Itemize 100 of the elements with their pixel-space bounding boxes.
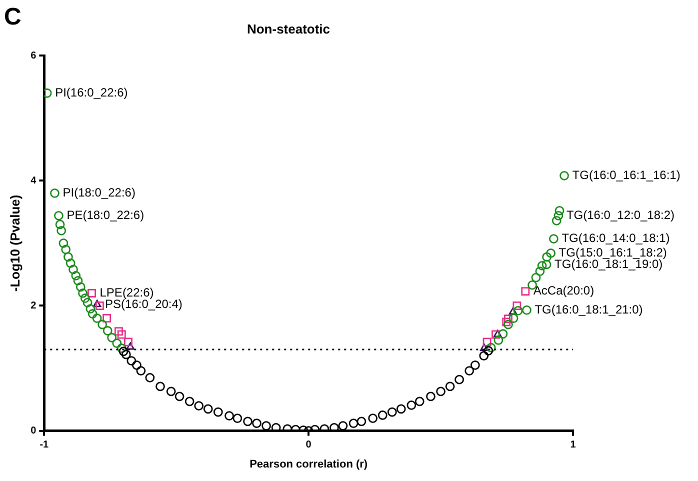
- point: [107, 332, 117, 342]
- point: [522, 305, 532, 315]
- point: [145, 372, 155, 382]
- point: [542, 252, 552, 262]
- point: [114, 327, 123, 336]
- point: [480, 344, 488, 351]
- point: [508, 307, 518, 315]
- point: [102, 314, 112, 322]
- point: [102, 326, 112, 336]
- y-tick-label: 6: [30, 50, 37, 62]
- point: [348, 418, 358, 428]
- point: [50, 188, 60, 198]
- point: [66, 258, 76, 268]
- point: [484, 346, 494, 356]
- point: [92, 314, 102, 323]
- point: [537, 261, 547, 270]
- point: [546, 248, 556, 258]
- point: [98, 320, 108, 330]
- point: [78, 288, 88, 298]
- point: [117, 330, 126, 339]
- point: [508, 314, 518, 323]
- point: [368, 414, 378, 423]
- annotation: PI(16:0_22:6): [55, 85, 128, 100]
- point: [132, 360, 142, 370]
- point: [203, 404, 213, 414]
- point: [58, 238, 68, 248]
- point: [454, 374, 464, 384]
- point: [502, 318, 511, 326]
- point: [88, 288, 96, 298]
- point: [136, 366, 146, 376]
- point: [121, 350, 131, 360]
- point: [232, 414, 242, 423]
- annotation: TG(16:0_16:1_16:1): [572, 168, 680, 182]
- point: [95, 302, 104, 310]
- point: [68, 264, 78, 274]
- point: [320, 424, 330, 431]
- point: [513, 306, 523, 316]
- point: [64, 252, 73, 262]
- point: [554, 210, 564, 220]
- point: [174, 392, 184, 402]
- point: [61, 244, 71, 254]
- annotation: TG(16:0_14:0_18:1): [562, 231, 670, 246]
- point: [406, 400, 416, 410]
- y-tick-label: 4: [30, 175, 37, 186]
- point: [445, 382, 455, 392]
- point: [387, 407, 397, 417]
- point: [338, 421, 348, 430]
- annotation: AcCa(20:0): [533, 284, 594, 298]
- point: [521, 287, 530, 296]
- y-tick-label: 0: [30, 426, 37, 437]
- annotation: PI(18:0_22:6): [62, 185, 136, 200]
- point: [498, 329, 508, 339]
- point: [535, 266, 545, 276]
- point: [194, 401, 204, 410]
- point: [512, 302, 522, 310]
- y-axis-title: -Log10 (Pvalue): [7, 194, 22, 292]
- point: [88, 309, 98, 319]
- point: [118, 346, 128, 356]
- point: [112, 338, 122, 348]
- point: [213, 407, 223, 417]
- x-axis-title: Pearson correlation (r): [250, 458, 368, 470]
- point: [464, 366, 474, 376]
- chart-title: Non-steatotic: [246, 21, 330, 36]
- point: [166, 386, 176, 396]
- x-tick-label: 1: [570, 440, 576, 451]
- point: [552, 216, 562, 226]
- annotation: TG(15:0_16:1_18:2): [558, 246, 667, 260]
- x-tick-label: -1: [40, 440, 50, 451]
- point: [271, 422, 281, 431]
- point: [224, 411, 234, 420]
- point: [73, 276, 83, 286]
- point: [504, 320, 513, 330]
- annotation: LPE(22:6): [100, 286, 154, 300]
- point: [262, 421, 271, 430]
- annotation: PE(18:0_22:6): [66, 208, 144, 222]
- point: [54, 210, 64, 220]
- annotation: TG(16:0_18:1_21:0): [534, 302, 643, 316]
- point: [76, 282, 86, 292]
- point: [470, 360, 480, 370]
- point: [71, 271, 81, 280]
- text: C: [4, 4, 22, 31]
- point: [436, 386, 446, 396]
- point: [479, 351, 489, 360]
- point: [486, 342, 496, 352]
- x-tick-label: 0: [306, 440, 312, 451]
- point: [124, 338, 132, 346]
- point: [243, 416, 252, 426]
- point: [414, 396, 424, 406]
- y-tick-label: 2: [30, 300, 37, 312]
- point: [504, 314, 512, 324]
- point: [252, 418, 262, 428]
- point: [426, 392, 436, 402]
- point: [482, 338, 492, 346]
- point: [55, 220, 65, 230]
- point: [116, 344, 126, 353]
- point: [378, 410, 388, 420]
- point: [184, 396, 194, 406]
- point: [396, 404, 406, 414]
- point: [56, 226, 66, 236]
- point: [560, 170, 569, 180]
